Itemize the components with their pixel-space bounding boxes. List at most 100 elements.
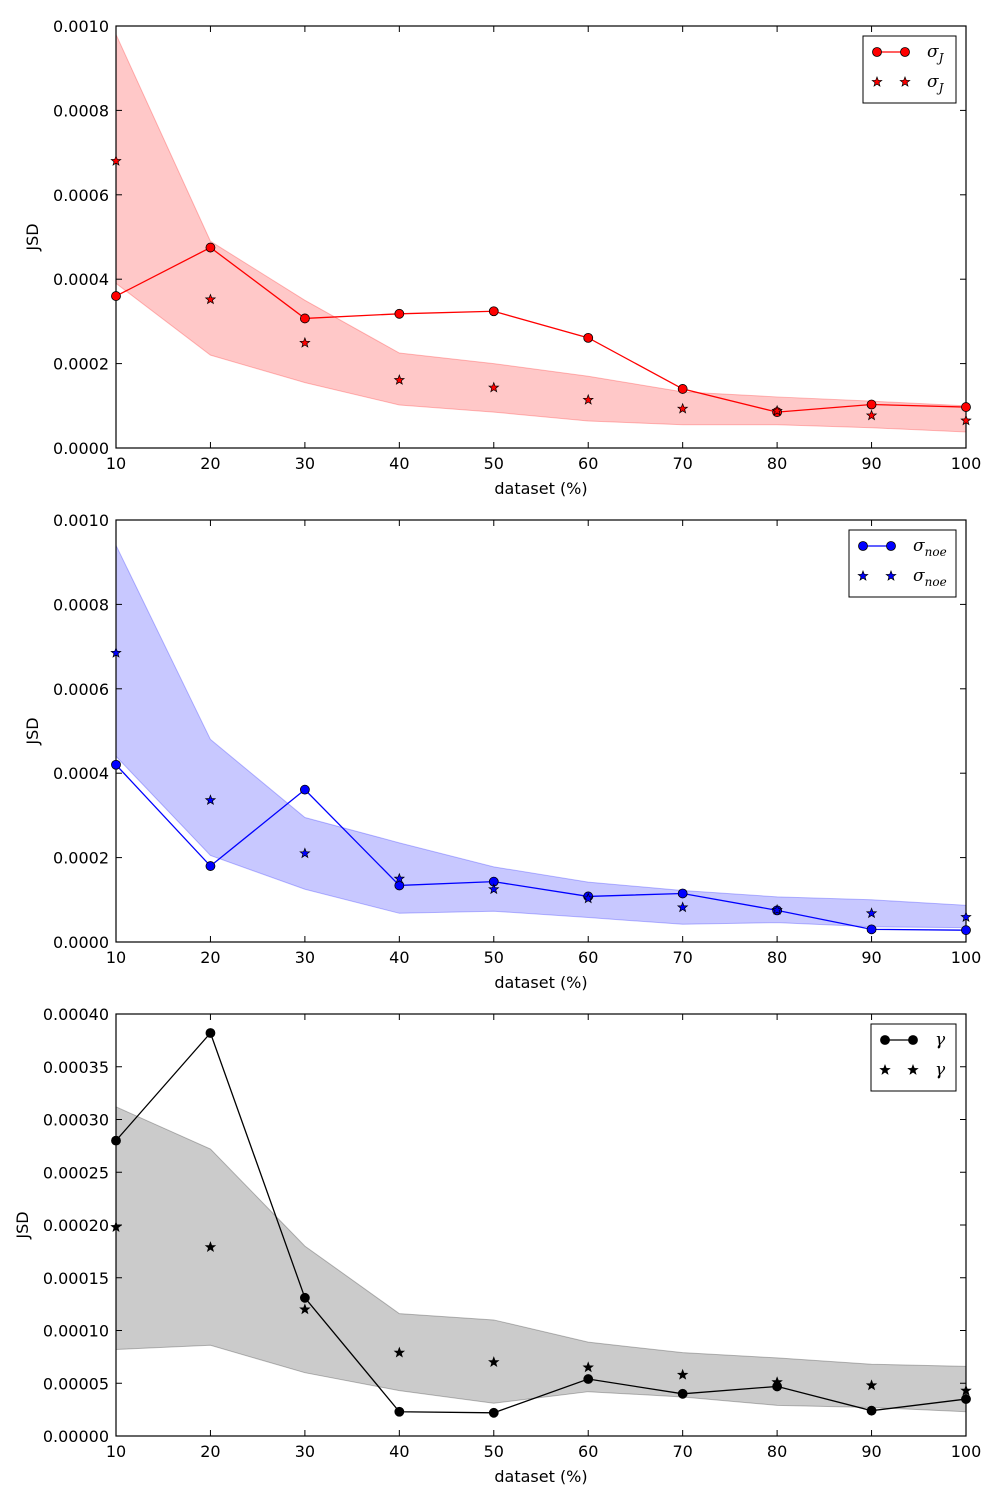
legend-label: σnoe bbox=[913, 566, 947, 589]
star-point bbox=[299, 336, 311, 348]
star-point bbox=[865, 907, 878, 919]
x-tick-label: 40 bbox=[389, 454, 409, 473]
data-point bbox=[205, 1028, 216, 1038]
x-tick-label: 80 bbox=[767, 1442, 787, 1461]
star-point bbox=[488, 883, 500, 895]
legend: γγ bbox=[870, 1023, 957, 1092]
data-point bbox=[677, 1388, 688, 1399]
series-line bbox=[115, 1031, 967, 1414]
star-point bbox=[204, 293, 217, 305]
confidence-band bbox=[115, 1106, 967, 1413]
data-point bbox=[583, 1374, 594, 1384]
x-tick-label: 10 bbox=[106, 454, 126, 473]
y-tick-label: 0.0002 bbox=[53, 849, 109, 868]
data-point bbox=[488, 306, 499, 317]
star-point bbox=[582, 1361, 594, 1373]
star-point bbox=[582, 393, 594, 405]
series-star bbox=[110, 155, 972, 426]
star-point bbox=[488, 381, 500, 393]
data-point bbox=[961, 1394, 971, 1404]
y-tick-label: 0.00040 bbox=[43, 1005, 109, 1024]
x-axis-label: dataset (%) bbox=[494, 1467, 587, 1486]
star-point bbox=[676, 402, 689, 414]
x-axis-label: dataset (%) bbox=[494, 973, 587, 992]
data-point bbox=[961, 925, 971, 936]
legend-star-marker bbox=[899, 75, 911, 87]
star-point bbox=[110, 1221, 122, 1232]
x-tick-label: 60 bbox=[578, 454, 598, 473]
legend-star-marker bbox=[885, 569, 897, 581]
star-point bbox=[960, 1384, 972, 1396]
legend: σJ σJ bbox=[862, 35, 957, 104]
data-point bbox=[488, 1407, 499, 1418]
series-line-circle bbox=[111, 1028, 971, 1418]
data-point bbox=[299, 313, 310, 324]
star-point bbox=[582, 892, 594, 904]
star-point bbox=[771, 903, 783, 915]
legend-marker bbox=[908, 1035, 918, 1045]
legend-star-marker bbox=[871, 75, 883, 87]
chart-1: 10 20 30 40 50 60 70 80 90 100 0.0000 0.0002 0.0004 0… bbox=[23, 17, 981, 498]
data-point bbox=[866, 1405, 877, 1416]
plot-frame bbox=[115, 25, 967, 449]
y-tick-label: 0.00015 bbox=[43, 1269, 109, 1288]
y-tick-label: 0.0004 bbox=[53, 270, 109, 289]
series-line bbox=[115, 764, 967, 931]
x-tick-label: 10 bbox=[106, 948, 126, 967]
x-tick-label: 90 bbox=[861, 1442, 881, 1461]
y-axis-label: JSD bbox=[23, 223, 42, 251]
x-tick-label: 50 bbox=[484, 454, 504, 473]
legend-star-marker bbox=[907, 1063, 919, 1075]
star-point bbox=[393, 1346, 406, 1358]
y-tick-label: 0.0002 bbox=[53, 355, 109, 374]
legend-label: σnoe bbox=[913, 536, 947, 559]
data-point bbox=[394, 308, 405, 319]
data-point bbox=[299, 1292, 310, 1303]
data-point bbox=[866, 399, 877, 410]
legend-box bbox=[862, 35, 957, 104]
star-point bbox=[865, 1379, 878, 1391]
x-tick-label: 70 bbox=[672, 454, 692, 473]
series-line bbox=[115, 246, 967, 413]
chart-2: 10 20 30 40 50 60 70 80 90 100 0.0000 0.0002 0.0004 0… bbox=[23, 511, 981, 992]
data-point bbox=[961, 402, 971, 412]
legend-marker bbox=[858, 541, 868, 551]
data-point bbox=[866, 924, 877, 935]
y-tick-label: 0.00010 bbox=[43, 1322, 109, 1341]
data-point bbox=[111, 1135, 121, 1146]
x-tick-label: 70 bbox=[672, 948, 692, 967]
confidence-band bbox=[115, 34, 967, 433]
y-tick-label: 0.0006 bbox=[53, 186, 109, 205]
y-tick-label: 0.00020 bbox=[43, 1216, 109, 1235]
legend-label: γ bbox=[935, 1060, 946, 1080]
y-tick-label: 0.0008 bbox=[53, 101, 109, 120]
star-point bbox=[960, 414, 972, 426]
y-tick-label: 0.00000 bbox=[43, 1427, 109, 1446]
x-tick-label: 50 bbox=[484, 948, 504, 967]
x-tick-label: 40 bbox=[389, 1442, 409, 1461]
data-point bbox=[299, 784, 310, 795]
x-tick-label: 60 bbox=[578, 948, 598, 967]
y-axis-label: JSD bbox=[13, 1211, 32, 1239]
x-tick-label: 30 bbox=[295, 948, 315, 967]
star-point bbox=[960, 911, 972, 922]
legend-star-marker bbox=[879, 1063, 891, 1075]
data-point bbox=[205, 242, 216, 253]
star-point bbox=[393, 872, 406, 884]
chart-3: 10 20 30 40 50 60 70 80 90 100 0.00000 0.00005 0.000… bbox=[13, 1005, 981, 1486]
star-point bbox=[204, 1241, 217, 1253]
star-point bbox=[865, 409, 878, 421]
x-tick-label: 30 bbox=[295, 454, 315, 473]
series-star bbox=[110, 1221, 972, 1396]
x-tick-label: 20 bbox=[200, 454, 220, 473]
star-point bbox=[110, 155, 122, 166]
star-point bbox=[299, 847, 311, 859]
y-tick-label: 0.0010 bbox=[53, 17, 109, 36]
y-tick-label: 0.0000 bbox=[53, 933, 109, 952]
y-tick-label: 0.00005 bbox=[43, 1374, 109, 1393]
star-point bbox=[299, 1303, 311, 1315]
x-tick-label: 90 bbox=[861, 948, 881, 967]
star-point bbox=[393, 374, 406, 385]
x-tick-label: 10 bbox=[106, 1442, 126, 1461]
